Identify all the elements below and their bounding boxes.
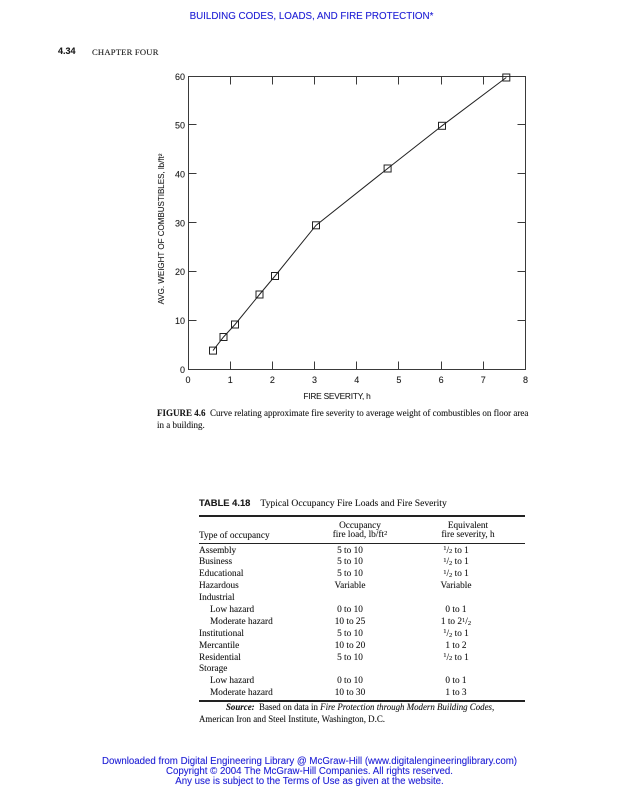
svg-text:40: 40: [175, 169, 185, 179]
svg-text:7: 7: [481, 375, 486, 385]
svg-text:30: 30: [175, 218, 185, 228]
svg-text:8: 8: [523, 375, 528, 385]
svg-text:20: 20: [175, 267, 185, 277]
svg-text:50: 50: [175, 121, 185, 131]
svg-text:10: 10: [175, 316, 185, 326]
svg-text:1: 1: [228, 375, 233, 385]
svg-text:5: 5: [396, 375, 401, 385]
svg-text:AVG. WEIGHT OF COMBUSTIBLES, l: AVG. WEIGHT OF COMBUSTIBLES, lb/ft²: [157, 153, 166, 304]
svg-text:4: 4: [354, 375, 359, 385]
svg-text:3: 3: [312, 375, 317, 385]
svg-text:6: 6: [439, 375, 444, 385]
svg-text:FIRE SEVERITY, h: FIRE SEVERITY, h: [303, 391, 371, 401]
svg-text:2: 2: [270, 375, 275, 385]
svg-text:0: 0: [185, 375, 190, 385]
svg-text:0: 0: [180, 365, 185, 375]
svg-text:60: 60: [175, 72, 185, 82]
